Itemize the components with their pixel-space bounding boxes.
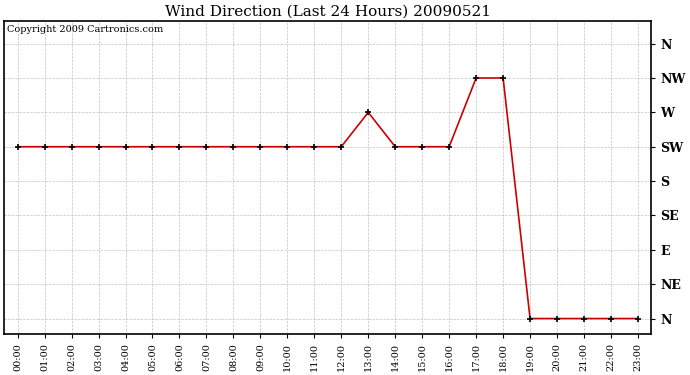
Text: Copyright 2009 Cartronics.com: Copyright 2009 Cartronics.com xyxy=(8,26,164,34)
Title: Wind Direction (Last 24 Hours) 20090521: Wind Direction (Last 24 Hours) 20090521 xyxy=(165,4,491,18)
